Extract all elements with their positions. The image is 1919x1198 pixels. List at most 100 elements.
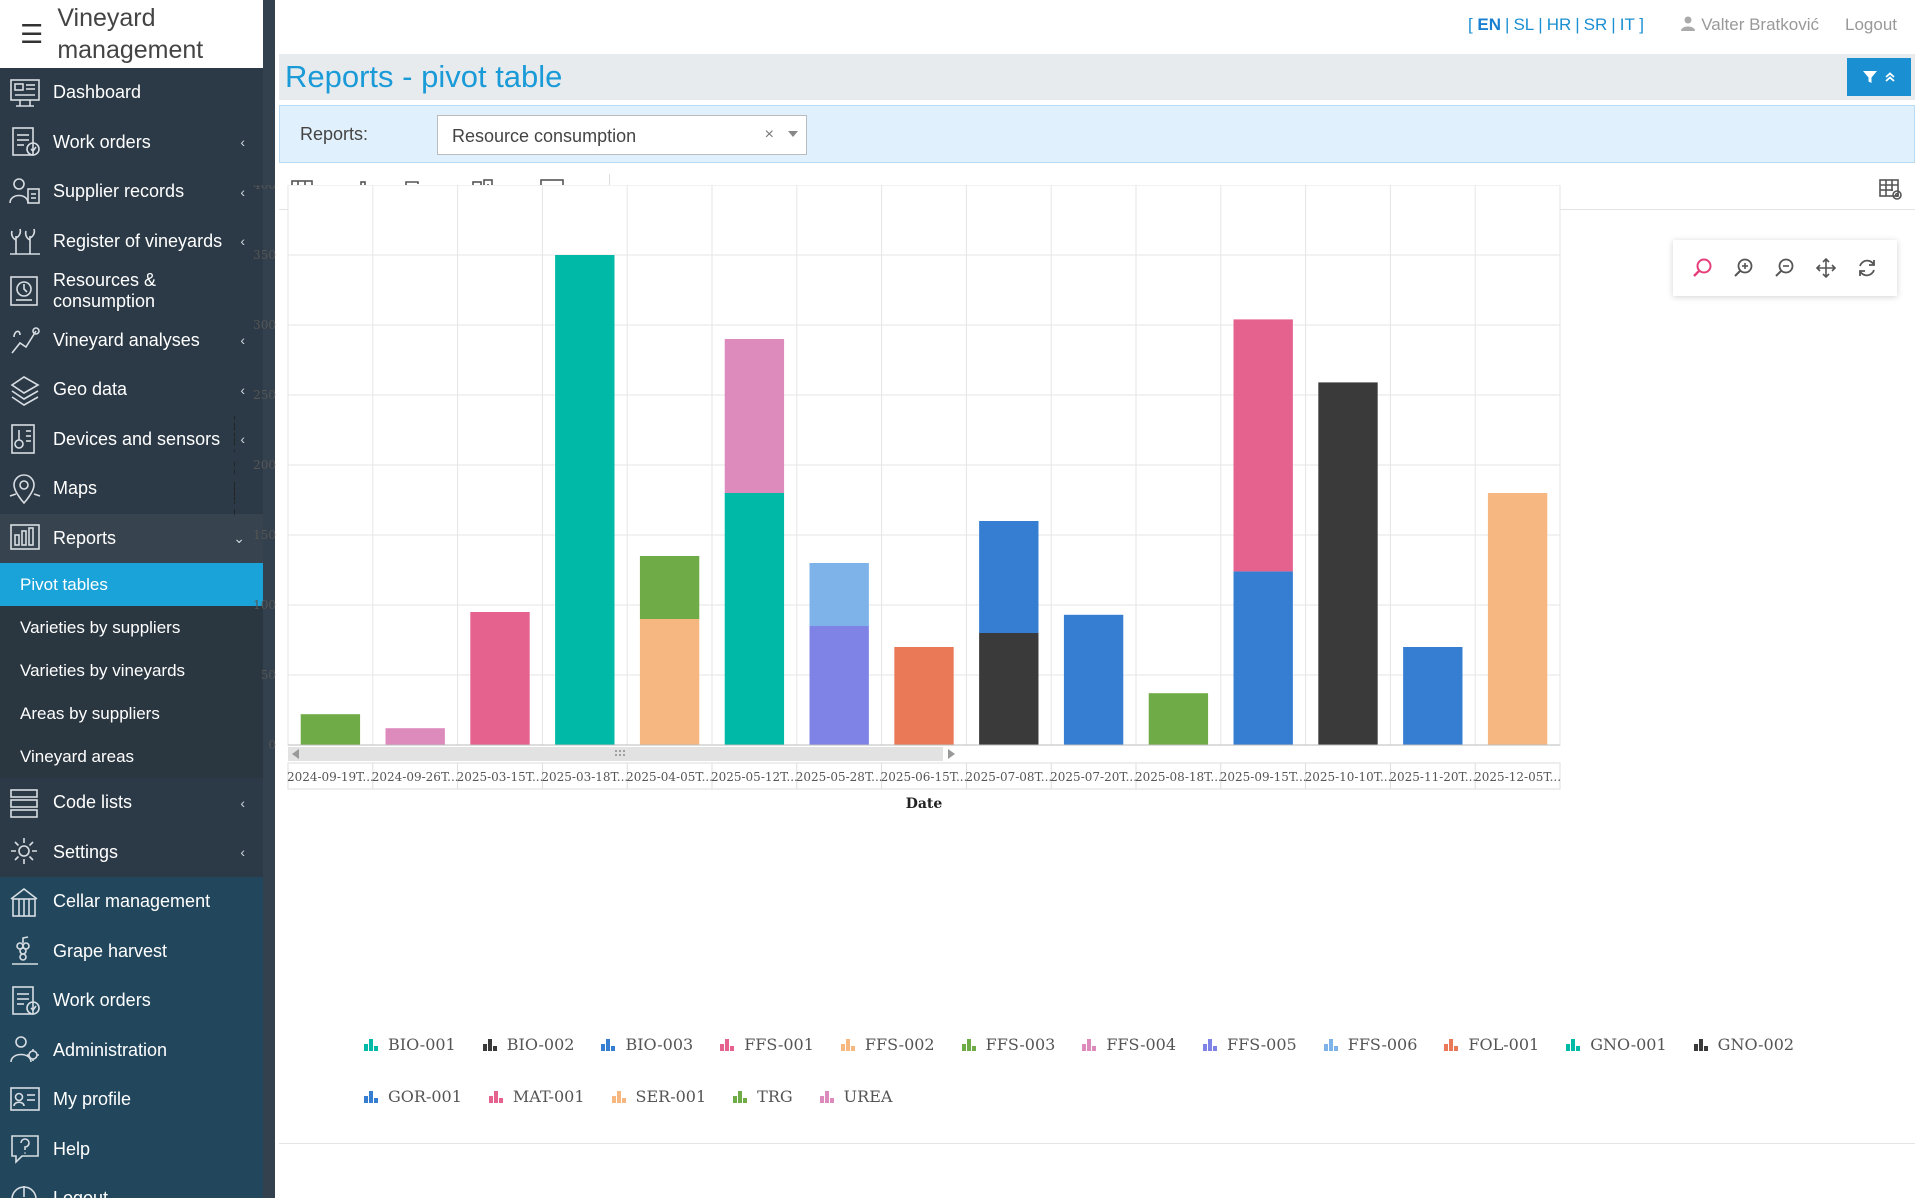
legend-item-mat-001[interactable]: MAT-001 (488, 1070, 585, 1122)
clear-selection-icon[interactable]: × (764, 126, 774, 143)
pan-button[interactable] (1812, 254, 1840, 282)
legend-item-ffs-003[interactable]: FFS-003 (961, 1018, 1055, 1070)
legend-item-bio-002[interactable]: BIO-002 (482, 1018, 574, 1070)
sidebar-item-administration[interactable]: Administration (0, 1026, 263, 1076)
legend-bar-icon (733, 1091, 748, 1103)
refresh-icon (1858, 259, 1875, 277)
legend-item-ser-001[interactable]: SER-001 (611, 1070, 706, 1122)
sidebar-item-dashboard[interactable]: Dashboard (0, 68, 263, 118)
chevron-icon: ‹ (240, 844, 245, 861)
sidebar-item-help[interactable]: Help (0, 1125, 263, 1175)
submenu-item-pivot-tables[interactable]: Pivot tables (0, 563, 263, 606)
legend-bar-icon (611, 1091, 626, 1103)
legend-item-gno-002[interactable]: GNO-002 (1693, 1018, 1794, 1070)
logout-link[interactable]: Logout (1845, 15, 1897, 34)
sidebar-item-work-orders[interactable]: Work orders ‹ (0, 118, 263, 168)
legend-bar-icon (482, 1039, 497, 1051)
chevron-icon: ‹ (240, 183, 245, 200)
sidebar-item-register-of-vineyards[interactable]: Register of vineyards ‹ (0, 217, 263, 267)
filter-toggle-button[interactable] (1847, 58, 1911, 96)
legend-bar-icon (1323, 1039, 1338, 1051)
legend-item-ffs-006[interactable]: FFS-006 (1323, 1018, 1418, 1070)
sidebar-item-label: Register of vineyards (53, 230, 223, 251)
lang-it[interactable]: IT (1619, 15, 1635, 34)
x-labels-box (287, 762, 1561, 790)
legend-item-ffs-002[interactable]: FFS-002 (840, 1018, 935, 1070)
lang-hr[interactable]: HR (1546, 15, 1572, 34)
panel-header: Reports - pivot table (279, 54, 1915, 100)
submenu-item-vineyard-areas[interactable]: Vineyard areas (20, 746, 135, 766)
x-tick-label: 2025-09-15T... (1220, 770, 1307, 784)
zoom-out-button[interactable] (1771, 254, 1799, 282)
legend-item-ffs-001[interactable]: FFS-001 (720, 1018, 814, 1070)
lang-separator: | (1575, 15, 1580, 34)
fields-settings-button[interactable] (1879, 176, 1903, 204)
legend-item-gor-001[interactable]: GOR-001 (364, 1070, 462, 1122)
slider-grip (618, 753, 622, 757)
sidebar-item-code-lists[interactable]: Code lists ‹ (0, 778, 263, 828)
current-user[interactable]: Valter Bratković (1681, 15, 1819, 35)
reports-select[interactable]: Resource consumption × (437, 115, 807, 155)
legend-bar-icon (364, 1091, 378, 1103)
legend-item-ffs-005[interactable]: FFS-005 (1203, 1018, 1297, 1070)
submenu-item-areas-by-suppliers[interactable]: Areas by suppliers (20, 703, 160, 723)
profile-icon (10, 1086, 40, 1111)
sidebar: ☰ Vineyard management Dashboard Work orde… (0, 0, 263, 1198)
y-tick-label: 300 (253, 318, 276, 332)
logout-icon-wrap (3, 1180, 47, 1198)
sidebar-item-resources-consumption[interactable]: Resources & consumption (0, 266, 263, 316)
app-title: Vineyard management (57, 4, 204, 64)
bar-bio-003 (979, 521, 1039, 633)
sensors-icon-wrap (3, 420, 47, 458)
sidebar-item-settings[interactable]: Settings ‹ (0, 828, 263, 878)
sidebar-item-logout[interactable]: Logout (0, 1174, 263, 1198)
analyses-icon (11, 327, 40, 354)
legend-item-trg[interactable]: TRG (733, 1070, 793, 1122)
chevron-down-icon[interactable] (788, 131, 798, 137)
sidebar-item-maps[interactable]: Maps (0, 464, 263, 514)
x-axis-title: Date (906, 796, 943, 812)
lang-sl[interactable]: SL (1513, 15, 1535, 34)
lang-en[interactable]: EN (1477, 15, 1502, 34)
lang-separator: | (1611, 15, 1616, 34)
sidebar-item-label: My profile (53, 1089, 132, 1110)
legend-label: FFS-006 (1347, 1034, 1418, 1054)
bar-ffs-005 (809, 626, 869, 745)
sidebar-item-geo-data[interactable]: Geo data ‹ (0, 365, 263, 415)
sidebar-item-reports[interactable]: Reports ⌄ (0, 513, 263, 563)
submenu-item-varieties-by-vineyards[interactable]: Varieties by vineyards (20, 660, 186, 680)
legend-label: FFS-002 (864, 1034, 935, 1054)
y-tick-label: 100 (253, 598, 276, 612)
hamburger-menu-icon[interactable]: ☰ (20, 19, 44, 49)
chart-legend: BIO-001 BIO-002 BIO-003 FFS-001 FFS-002 FFS-0… (364, 1018, 1864, 1122)
legend-item-bio-001[interactable]: BIO-001 (364, 1018, 456, 1070)
zoom-in-button[interactable] (1730, 254, 1758, 282)
zoom-in-icon (1734, 258, 1753, 277)
legend-item-gno-001[interactable]: GNO-001 (1566, 1018, 1667, 1070)
zoom-select-button[interactable] (1689, 254, 1717, 282)
bar-ffs-004 (724, 339, 785, 493)
slider-grip (622, 753, 626, 757)
lang-sr[interactable]: SR (1583, 15, 1608, 34)
sidebar-item-label: Supplier records (53, 181, 185, 202)
user-icon (1681, 16, 1696, 31)
sidebar-item-grape-harvest[interactable]: Grape harvest (0, 927, 263, 977)
legend-item-urea[interactable]: UREA (819, 1070, 892, 1122)
legend-item-bio-003[interactable]: BIO-003 (601, 1018, 693, 1070)
sidebar-item-my-profile[interactable]: My profile (0, 1075, 263, 1125)
bar-urea (385, 728, 445, 745)
table-settings-icon (1879, 179, 1902, 200)
sidebar-item-supplier-records[interactable]: Supplier records ‹ (0, 167, 263, 217)
chevron-icon: ‹ (240, 381, 245, 398)
work-orders-icon-wrap (3, 982, 47, 1020)
legend-item-ffs-004[interactable]: FFS-004 (1082, 1018, 1176, 1070)
legend-item-fol-001[interactable]: FOL-001 (1444, 1018, 1539, 1070)
sidebar-item-cellar-management[interactable]: Cellar management (0, 877, 263, 927)
sidebar-item-devices-and-sensors[interactable]: Devices and sensors ‹ (0, 415, 263, 465)
submenu-item-varieties-by-suppliers[interactable]: Varieties by suppliers (20, 617, 181, 637)
sidebar-item-work-orders[interactable]: Work orders (0, 976, 263, 1026)
range-slider-track (288, 747, 943, 761)
reset-zoom-button[interactable] (1853, 254, 1881, 282)
sidebar-item-vineyard-analyses[interactable]: Vineyard analyses ‹ (0, 316, 263, 366)
resources-icon (10, 275, 38, 306)
